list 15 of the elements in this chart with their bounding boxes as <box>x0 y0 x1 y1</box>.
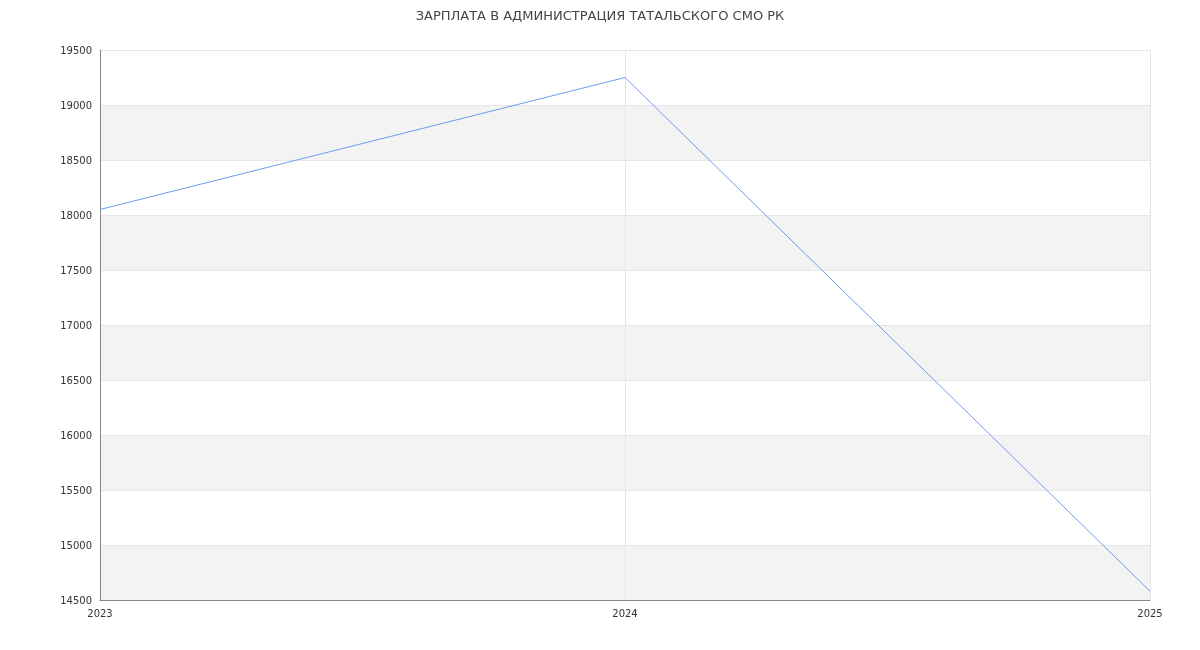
y-tick-label: 14500 <box>60 594 92 606</box>
y-tick-label: 16000 <box>60 429 92 441</box>
y-tick-label: 18500 <box>60 154 92 166</box>
y-tick-label: 15500 <box>60 484 92 496</box>
y-tick-label: 17500 <box>60 264 92 276</box>
x-tick-label: 2025 <box>1137 607 1163 619</box>
x-tick-label: 2023 <box>87 607 113 619</box>
y-tick-label: 19500 <box>60 44 92 56</box>
y-tick-label: 15000 <box>60 539 92 551</box>
y-tick-label: 16500 <box>60 374 92 386</box>
chart-title: ЗАРПЛАТА В АДМИНИСТРАЦИЯ ТАТАЛЬСКОГО СМО РК <box>415 8 785 23</box>
x-tick-label: 2024 <box>612 607 638 619</box>
y-tick-label: 18000 <box>60 209 92 221</box>
y-tick-label: 19000 <box>60 99 92 111</box>
y-tick-label: 17000 <box>60 319 92 331</box>
